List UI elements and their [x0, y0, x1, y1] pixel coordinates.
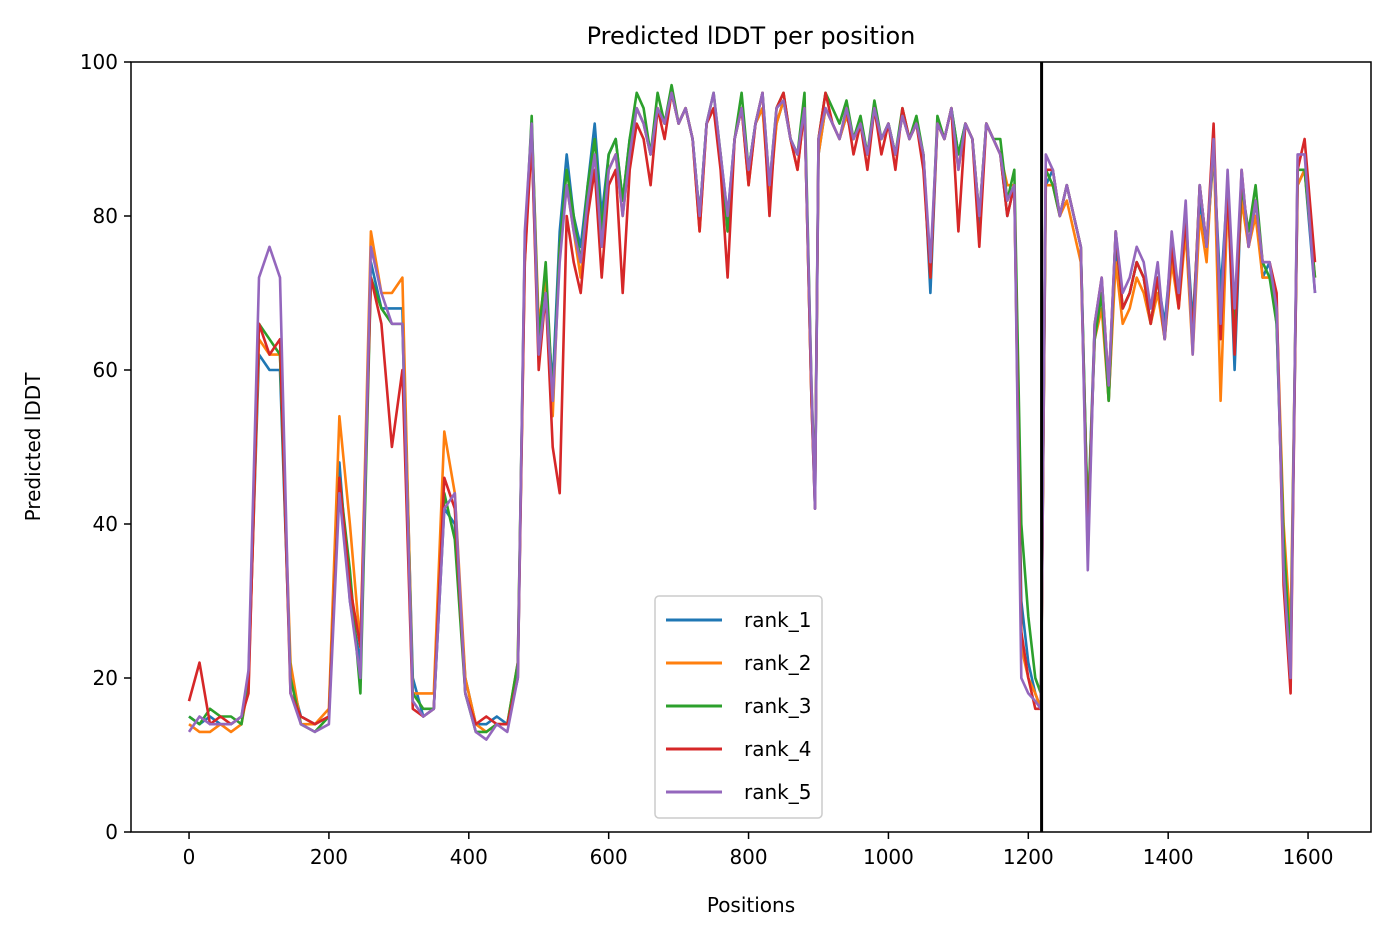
y-tick-label: 0	[105, 820, 118, 844]
series-layer	[187, 83, 1317, 741]
x-tick-label: 1200	[1003, 845, 1054, 869]
plot-frame	[130, 61, 1372, 833]
legend-label-rank_4: rank_4	[744, 737, 811, 761]
legend-label-rank_1: rank_1	[744, 608, 811, 632]
y-tick-label: 40	[93, 512, 118, 536]
y-tick-label: 100	[80, 50, 118, 74]
y-tick-label: 60	[93, 358, 118, 382]
legend: rank_1 rank_2 rank_3 rank_4 rank_5	[654, 595, 823, 819]
x-tick-label: 200	[310, 845, 348, 869]
y-axis-label: Predicted lDDT	[21, 372, 45, 522]
x-axis: 0 200 400 600 800 1000 1200 1400 1600	[183, 832, 1334, 869]
x-tick-label: 1600	[1283, 845, 1334, 869]
x-tick-label: 1400	[1143, 845, 1194, 869]
x-tick-label: 600	[590, 845, 628, 869]
y-tick-label: 20	[93, 666, 118, 690]
x-tick-label: 400	[450, 845, 488, 869]
legend-label-rank_2: rank_2	[744, 651, 811, 675]
legend-label-rank_5: rank_5	[744, 780, 811, 804]
chart-title: Predicted lDDT per position	[587, 22, 916, 50]
legend-box	[654, 595, 823, 819]
legend-label-rank_3: rank_3	[744, 694, 811, 718]
y-axis: 0 20 40 60 80 100	[80, 50, 131, 844]
y-tick-label: 80	[93, 204, 118, 228]
x-tick-label: 800	[729, 845, 767, 869]
x-axis-label: Positions	[707, 893, 795, 917]
x-tick-label: 0	[183, 845, 196, 869]
series-line-rank_5	[187, 91, 1317, 741]
x-tick-label: 1000	[863, 845, 914, 869]
